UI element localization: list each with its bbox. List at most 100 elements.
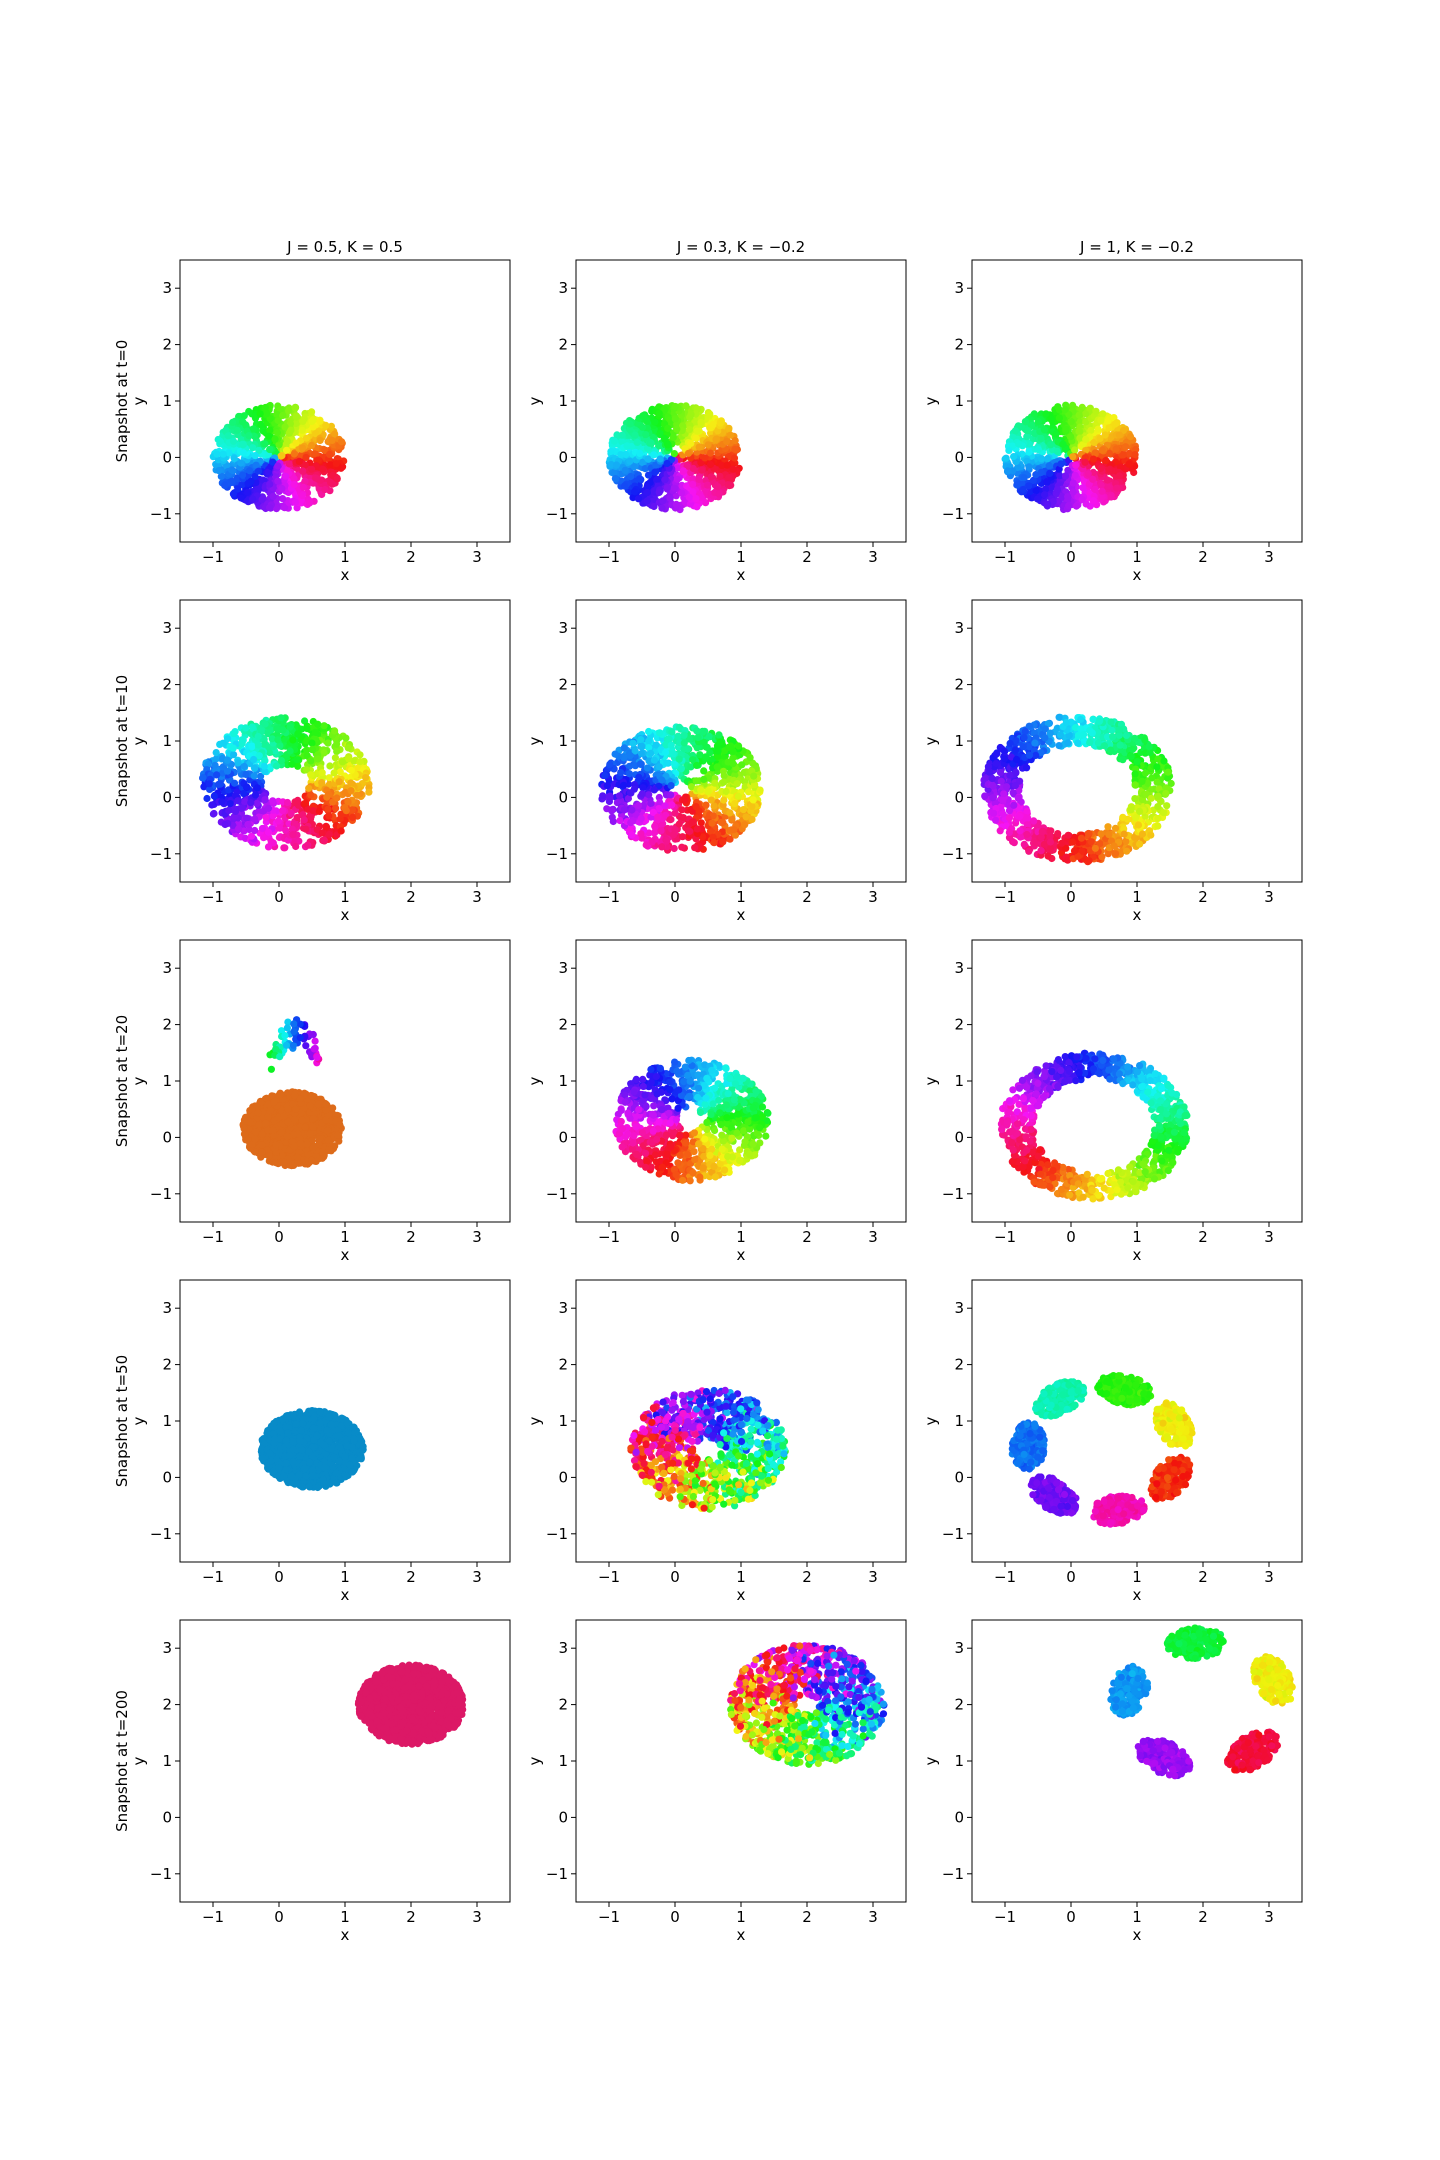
- y-tick-label: 1: [162, 732, 172, 750]
- data-point: [603, 782, 611, 790]
- data-point: [282, 472, 290, 480]
- data-point: [720, 778, 728, 786]
- data-point: [756, 786, 764, 794]
- data-point: [731, 800, 739, 808]
- data-point: [1057, 460, 1065, 468]
- data-point: [307, 771, 315, 779]
- data-point: [694, 733, 702, 742]
- data-point: [215, 467, 223, 475]
- row-label-1: Snapshot at t=10: [113, 675, 131, 807]
- data-point: [287, 809, 295, 818]
- data-point: [311, 728, 319, 736]
- data-point: [298, 426, 306, 434]
- data-point: [1115, 431, 1123, 439]
- data-point: [241, 798, 249, 806]
- data-point: [294, 730, 302, 738]
- data-point: [1131, 451, 1139, 459]
- column-title-2: J = 1, K = −0.2: [1079, 238, 1194, 256]
- data-point: [1087, 426, 1095, 435]
- data-point: [1047, 415, 1055, 423]
- data-point: [748, 815, 756, 824]
- data-point: [1033, 495, 1042, 503]
- data-point: [682, 402, 690, 410]
- data-point: [634, 495, 643, 503]
- data-point: [726, 835, 734, 843]
- data-point: [656, 455, 664, 463]
- data-point: [289, 831, 297, 839]
- data-point: [643, 764, 652, 772]
- data-point: [1122, 443, 1130, 451]
- data-point: [301, 799, 310, 807]
- data-point: [309, 423, 317, 431]
- x-tick-label: 2: [406, 888, 416, 906]
- data-point: [268, 735, 276, 743]
- data-point: [318, 779, 326, 787]
- data-point: [269, 458, 277, 466]
- data-point: [727, 481, 735, 489]
- data-point: [263, 410, 271, 418]
- data-point: [626, 752, 634, 760]
- y-axis-label: y: [922, 396, 940, 405]
- data-point: [309, 807, 317, 815]
- data-point: [299, 417, 307, 425]
- y-tick-label: 1: [558, 392, 568, 410]
- data-point: [669, 433, 677, 442]
- data-point: [1027, 421, 1036, 430]
- data-point: [662, 811, 670, 819]
- data-point: [269, 812, 277, 820]
- data-point: [1075, 428, 1083, 436]
- data-point: [723, 437, 731, 446]
- data-point: [247, 832, 256, 840]
- data-point: [1025, 463, 1033, 471]
- x-axis-label: x: [341, 566, 350, 584]
- scatter-points: [598, 723, 764, 854]
- data-point: [704, 787, 712, 795]
- data-point: [663, 459, 671, 468]
- data-point: [349, 813, 357, 822]
- data-point: [254, 486, 262, 494]
- data-point: [680, 731, 688, 739]
- data-point: [650, 756, 659, 764]
- data-point: [1098, 493, 1106, 501]
- data-point: [341, 788, 349, 797]
- data-point: [617, 451, 625, 459]
- data-point: [1071, 446, 1079, 454]
- row-label-2: Snapshot at t=20: [113, 1015, 131, 1147]
- data-point: [707, 473, 715, 481]
- y-tick-label: 2: [954, 336, 964, 354]
- data-point: [1014, 463, 1022, 471]
- data-point: [271, 435, 279, 443]
- data-point: [1101, 431, 1109, 439]
- y-tick-label: 0: [558, 788, 568, 806]
- data-point: [318, 829, 326, 837]
- data-point: [274, 416, 282, 425]
- data-point: [731, 437, 739, 445]
- data-point: [234, 485, 242, 493]
- data-point: [264, 804, 273, 812]
- y-tick-label: 0: [162, 448, 172, 466]
- data-point: [637, 736, 645, 744]
- data-point: [1097, 416, 1105, 424]
- data-point: [273, 410, 281, 418]
- data-point: [301, 477, 309, 485]
- data-point: [299, 483, 307, 491]
- data-point: [342, 734, 350, 742]
- data-point: [647, 749, 655, 758]
- data-point: [670, 844, 678, 853]
- data-point: [643, 497, 651, 505]
- data-point: [255, 446, 263, 454]
- data-point: [249, 495, 257, 503]
- data-point: [266, 426, 274, 434]
- data-point: [1041, 491, 1049, 499]
- data-point: [335, 778, 343, 786]
- data-point: [612, 461, 621, 469]
- data-point: [692, 803, 700, 811]
- y-tick-label: 2: [558, 676, 568, 694]
- y-tick-label: 1: [558, 732, 568, 750]
- data-point: [211, 761, 219, 769]
- data-point: [262, 813, 270, 821]
- x-tick-label: 2: [802, 888, 812, 906]
